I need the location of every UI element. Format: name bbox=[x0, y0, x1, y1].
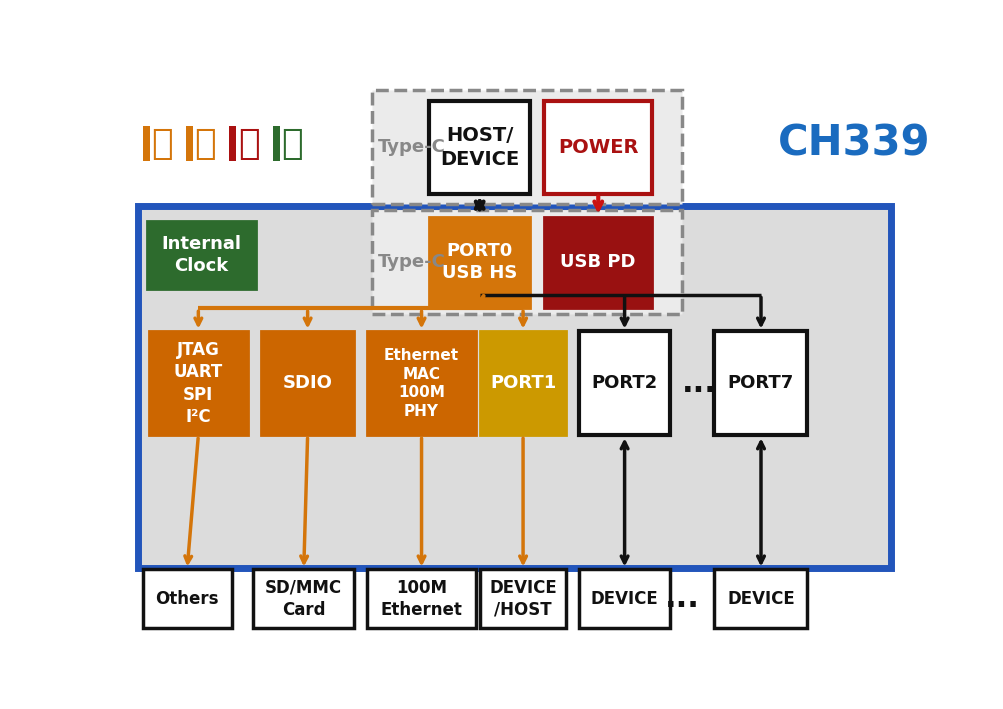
Bar bbox=[148, 332, 248, 435]
Bar bbox=[544, 101, 652, 194]
Bar bbox=[579, 569, 670, 628]
Text: Internal
Clock: Internal Clock bbox=[161, 235, 241, 275]
Text: POWER: POWER bbox=[558, 138, 638, 157]
Bar bbox=[253, 569, 354, 628]
Bar bbox=[544, 217, 652, 308]
Text: PORT0
USB HS: PORT0 USB HS bbox=[441, 242, 517, 282]
Text: JTAG
UART
SPI
I²C: JTAG UART SPI I²C bbox=[174, 341, 223, 426]
Text: USB PD: USB PD bbox=[560, 253, 635, 271]
Text: ...: ... bbox=[664, 584, 699, 613]
Bar bbox=[480, 569, 565, 628]
Bar bbox=[429, 217, 530, 308]
Bar bbox=[367, 569, 475, 628]
Text: HOST/
DEVICE: HOST/ DEVICE bbox=[439, 126, 519, 169]
Bar bbox=[137, 206, 891, 568]
Text: 切: 切 bbox=[195, 127, 216, 161]
Text: PORT7: PORT7 bbox=[727, 374, 793, 393]
Text: 充: 充 bbox=[238, 127, 260, 161]
Text: Type-C: Type-C bbox=[378, 138, 445, 156]
Bar bbox=[229, 126, 236, 161]
Bar bbox=[261, 332, 354, 435]
Text: DEVICE
/HOST: DEVICE /HOST bbox=[488, 579, 557, 619]
Bar bbox=[142, 569, 232, 628]
Text: 拓: 拓 bbox=[151, 127, 173, 161]
Text: DEVICE: DEVICE bbox=[726, 590, 794, 608]
Bar bbox=[480, 332, 565, 435]
Text: PORT2: PORT2 bbox=[591, 374, 657, 393]
Bar bbox=[142, 126, 149, 161]
Text: 100M
Ethernet: 100M Ethernet bbox=[380, 579, 462, 619]
Text: SD/MMC
Card: SD/MMC Card bbox=[265, 579, 342, 619]
Text: 免: 免 bbox=[281, 127, 303, 161]
Text: Ethernet
MAC
100M
PHY: Ethernet MAC 100M PHY bbox=[383, 348, 458, 419]
Bar bbox=[371, 210, 681, 314]
Text: PORT1: PORT1 bbox=[489, 374, 556, 393]
Text: DEVICE: DEVICE bbox=[590, 590, 658, 608]
Text: CH339: CH339 bbox=[777, 123, 930, 164]
Bar bbox=[273, 126, 280, 161]
Bar bbox=[429, 101, 530, 194]
Text: Others: Others bbox=[155, 590, 219, 608]
Bar bbox=[714, 332, 806, 435]
Bar bbox=[147, 221, 256, 289]
Text: SDIO: SDIO bbox=[283, 374, 332, 393]
Bar bbox=[367, 332, 475, 435]
Bar bbox=[186, 126, 193, 161]
Text: Type-C: Type-C bbox=[378, 253, 445, 271]
Text: ...: ... bbox=[681, 369, 716, 398]
Bar bbox=[371, 90, 681, 203]
Bar bbox=[714, 569, 806, 628]
Bar bbox=[579, 332, 670, 435]
